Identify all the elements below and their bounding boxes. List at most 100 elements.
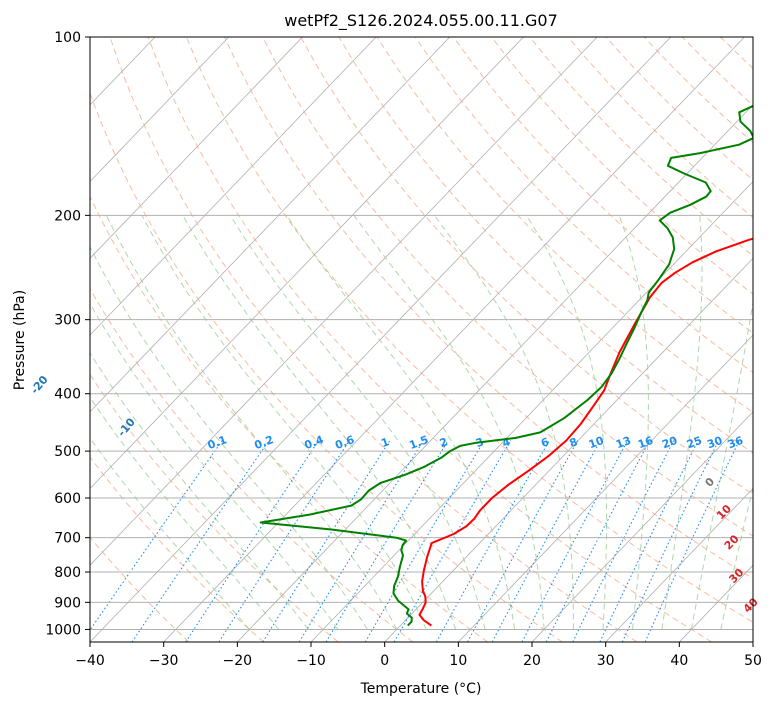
dry-adiabat-line [90, 287, 414, 642]
isotherm-line [531, 411, 753, 642]
moist-adiabat-label: 10 [714, 502, 734, 522]
dry-adiabat-line [452, 37, 753, 334]
isotherm-line [90, 37, 451, 413]
mixing-ratio-line [218, 440, 350, 642]
dry-adiabat-label: -20 [28, 373, 51, 397]
dry-adiabat-line [338, 37, 753, 454]
isotherm-line [90, 37, 303, 259]
mixing-ratio-line [325, 440, 449, 642]
moist-adiabat-line [90, 396, 280, 630]
dry-adiabat-line [643, 37, 753, 144]
mixing-ratio-label: 10 [587, 434, 606, 452]
mixing-ratio-line [545, 440, 651, 642]
dry-adiabat-line [414, 37, 753, 374]
isotherm-line [458, 334, 753, 642]
mixing-ratio-line [467, 440, 579, 642]
mixing-ratio-label: 16 [636, 434, 655, 452]
isotherm-line [90, 37, 230, 183]
plot-frame [89, 36, 754, 643]
moist-adiabat-line [229, 215, 486, 630]
moist-adiabat-line [182, 215, 457, 630]
dry-adiabat-line [147, 37, 712, 642]
mixing-ratio-label: 0.2 [253, 433, 276, 452]
isotherm-line [605, 487, 753, 642]
mixing-ratio-line [491, 440, 601, 642]
dry-adiabat-line [90, 456, 264, 642]
y-tick-label: 500 [54, 444, 81, 460]
mixing-ratio-line [185, 440, 320, 642]
mixing-ratio-label: 8 [568, 435, 580, 450]
x-tick-label: −30 [149, 653, 179, 669]
moist-adiabat-line [690, 299, 753, 630]
dry-adiabat-line [262, 37, 753, 537]
mixing-ratio-line [572, 440, 675, 642]
mixing-ratio-label: 6 [539, 435, 551, 450]
x-tick-label: −40 [75, 653, 105, 669]
y-tick-label: 700 [54, 531, 81, 547]
mixing-ratio-label: 20 [660, 434, 679, 452]
dry-adiabat-line [605, 37, 753, 181]
mixing-ratio-line [393, 440, 512, 642]
dry-adiabat-line [759, 37, 775, 642]
x-tick-label: 0 [380, 653, 389, 669]
y-tick-label: 1000 [45, 622, 81, 638]
pressure-gridlines [90, 36, 753, 630]
moist-adiabat-label: 30 [726, 566, 746, 586]
moist-adiabat-label: 40 [741, 595, 761, 615]
x-tick-label: 30 [597, 653, 615, 669]
y-tick-label: 200 [54, 208, 81, 224]
dry-adiabat-line [376, 37, 753, 413]
x-tick-label: 40 [670, 653, 688, 669]
y-tick-label: 100 [54, 30, 81, 46]
moist-adiabat-line [105, 215, 398, 630]
isotherm-line [237, 104, 753, 642]
y-tick-label: 300 [54, 313, 81, 329]
mixing-ratio-line [90, 440, 223, 632]
mixing-ratio-label: 13 [614, 434, 633, 451]
mixing-ratio-label: 36 [726, 434, 745, 452]
mixing-ratio-line [521, 440, 628, 642]
chart-title: wetPf2_S126.2024.055.00.11.G07 [284, 11, 558, 31]
isotherm-line [90, 37, 524, 490]
dry-adiabat-line [300, 37, 753, 495]
moist-adiabat-line [618, 215, 649, 630]
mixing-ratio-label: 0.6 [333, 433, 356, 452]
dry-adiabat-line [109, 37, 638, 642]
y-axis-ticks: 100 200 300 400 500 600 700 800 900 1000 [45, 30, 90, 638]
dewpoint-profile [259, 104, 753, 627]
mixing-ratio-label: 1 [379, 435, 391, 450]
mixing-ratio-line [599, 440, 699, 642]
moist-adiabat-label: 0 [703, 475, 718, 490]
x-tick-label: 20 [523, 653, 541, 669]
mixing-ratio-label: 4 [500, 435, 512, 450]
dry-adiabat-line [567, 37, 753, 219]
moist-adiabat-line [525, 215, 607, 630]
mixing-ratio-line [364, 440, 485, 642]
mixing-ratio-label: 1.5 [408, 433, 431, 452]
isotherm-line [752, 641, 753, 642]
x-tick-label: −20 [223, 653, 253, 669]
isotherm-line [0, 37, 8, 642]
mixing-ratio-label: 30 [705, 434, 724, 452]
mixing-ratio-label: 0.1 [206, 433, 229, 452]
dry-adiabat-line [90, 91, 563, 642]
y-tick-label: 600 [54, 491, 81, 507]
dry-adiabat-line [90, 195, 488, 642]
isotherm-line [90, 37, 377, 336]
moist-adiabat-line [286, 215, 516, 630]
x-tick-label: 10 [449, 653, 467, 669]
moist-adiabat-line [433, 215, 574, 630]
x-tick-label: 50 [744, 653, 762, 669]
mixing-ratio-line [435, 440, 550, 642]
isotherm-line [163, 37, 745, 642]
moist-adiabat-line [141, 215, 427, 630]
mixing-ratio-line [262, 440, 391, 642]
y-tick-label: 900 [54, 595, 81, 611]
mixing-ratio-label: 25 [685, 434, 704, 451]
isotherm-line [90, 37, 598, 566]
dry-adiabat-line [185, 37, 753, 623]
y-axis-label: Pressure (hPa) [12, 290, 28, 390]
x-axis-ticks: −40 −30 −20 −10 0 10 20 30 40 50 [75, 642, 762, 669]
moist-adiabat-line [90, 302, 339, 630]
